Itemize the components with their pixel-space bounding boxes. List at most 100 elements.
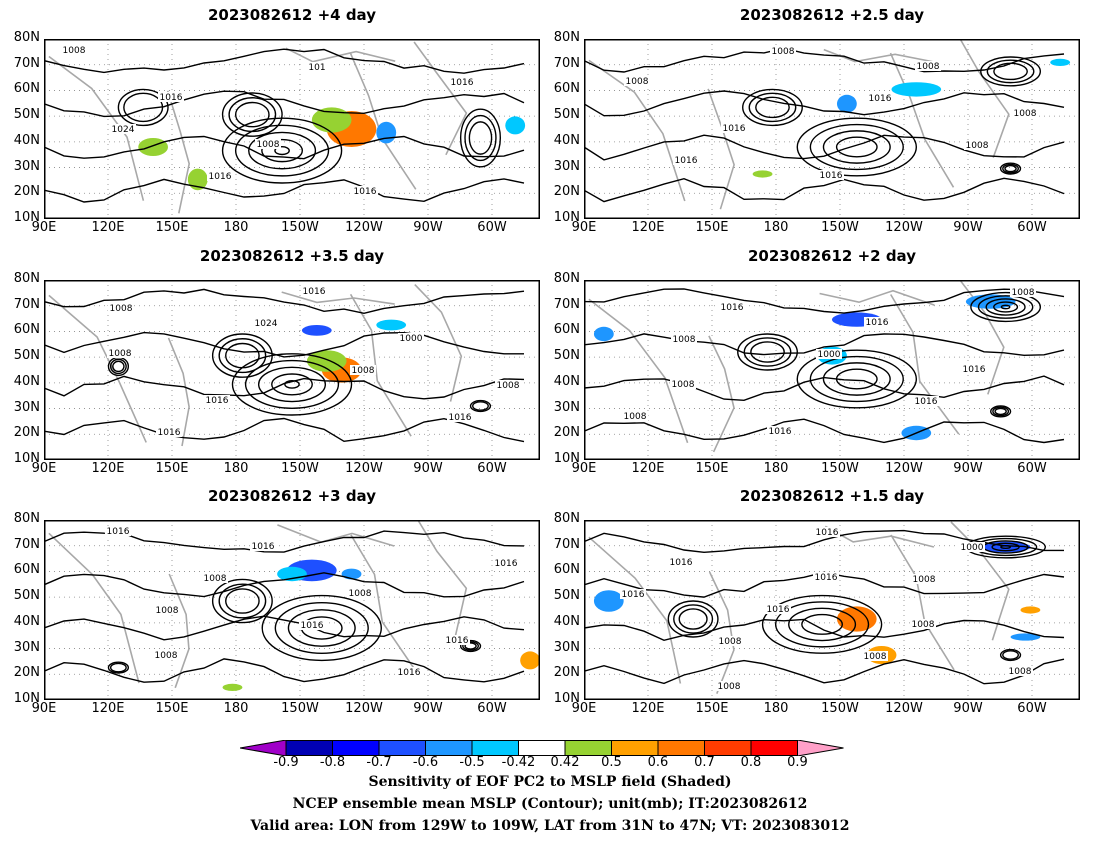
mslp-contour	[822, 130, 891, 164]
contour-label-bg	[250, 541, 276, 551]
coastline	[416, 520, 468, 638]
mslp-contour	[750, 341, 785, 363]
mslp-contour	[801, 613, 844, 635]
mslp-contour	[225, 588, 260, 614]
contour-label-bg	[299, 620, 325, 630]
mslp-contour	[44, 288, 525, 315]
contour-label: 1016	[820, 171, 843, 181]
mslp-contour	[788, 607, 857, 642]
contour-label-bg	[352, 186, 378, 196]
contour-label: 1008	[1014, 109, 1037, 119]
colorbar-box	[657, 740, 705, 756]
lat-tick-label: 20N	[13, 665, 40, 681]
mslp-contour	[994, 407, 1007, 416]
contour-label-bg	[347, 588, 373, 598]
lon-tick-label: 90W	[413, 220, 443, 235]
mslp-contour	[584, 658, 1065, 685]
colorbar-label: 0.8	[740, 755, 762, 770]
lat-tick-label: 20N	[13, 184, 40, 200]
panel-title: 2023082612 +3.5 day	[199, 247, 385, 265]
coastline	[285, 47, 396, 63]
mslp-contour	[261, 594, 382, 662]
mslp-contour	[211, 333, 273, 378]
map-frame: 1008 1016 1008 1016 1016 1008 1016 1016 1016 1008	[44, 520, 540, 700]
lon-tick-label: 60W	[477, 701, 507, 716]
mslp-contour	[991, 542, 1020, 552]
lon-tick-label: 120E	[631, 701, 665, 716]
contour-label-bg	[107, 348, 133, 358]
contour-label: 101	[308, 63, 325, 73]
contour-label: 1016	[769, 427, 792, 437]
contour-label: 1008	[912, 620, 935, 630]
mslp-contour	[584, 418, 1065, 444]
contour-label: 1016	[446, 636, 469, 646]
contour-label: 1016	[301, 621, 324, 631]
contour-label-bg	[154, 605, 180, 615]
contour-label: 1016	[721, 303, 744, 313]
sensitivity-shading	[1010, 633, 1041, 641]
contour-label-bg	[493, 558, 519, 568]
mslp-contour	[468, 121, 493, 155]
coastline	[48, 532, 140, 684]
lat-tick-label: 30N	[553, 639, 580, 655]
contour-label-bg	[770, 46, 796, 56]
lon-tick-label: 60W	[1017, 220, 1047, 235]
contour-label-bg	[717, 636, 743, 646]
colorbar-box	[518, 740, 566, 756]
contour-label-bg	[255, 139, 281, 149]
coastline	[890, 534, 955, 671]
lat-tick-label: 80N	[13, 511, 40, 526]
sensitivity-shading	[505, 116, 526, 135]
colorbar-label: 0.6	[647, 755, 669, 770]
contour-label-bg	[867, 93, 893, 103]
lat-tick-label: 70N	[553, 55, 580, 71]
contour-label: 1000	[400, 334, 423, 344]
mslp-contour	[44, 331, 524, 358]
colorbar-label: 0.7	[694, 755, 715, 770]
lat-tick-label: 50N	[553, 348, 580, 364]
lat-tick-label: 40N	[553, 132, 580, 148]
colorbar-label: -0.9	[273, 755, 299, 770]
lat-tick-label: 70N	[13, 536, 40, 552]
frame-border	[44, 39, 540, 219]
map-frame: 1008 1016 1016 1016 1008 1016 1000 1016 1008 1008	[584, 280, 1080, 460]
contour-label-bg	[910, 619, 936, 629]
contour-label-bg	[620, 589, 646, 599]
mslp-contour	[218, 583, 267, 619]
contour-label: 1008	[156, 606, 179, 616]
lon-tick-label: 90W	[413, 701, 443, 716]
mslp-contour	[835, 136, 878, 158]
contour-label: 1016	[107, 527, 130, 537]
sensitivity-shading	[222, 683, 243, 691]
contour-label: 1008	[109, 349, 132, 359]
colorbar-label: 0.9	[787, 755, 808, 770]
contour-label: 1024	[255, 319, 278, 329]
mslp-contour	[796, 117, 918, 177]
contour-label: 1008	[913, 575, 936, 585]
contour-label-bg	[911, 574, 937, 584]
frame-border	[584, 520, 1080, 700]
mslp-contour	[678, 608, 708, 630]
lat-tick-label: 70N	[13, 55, 40, 71]
contour-label-bg	[864, 317, 890, 327]
mslp-contour	[999, 162, 1022, 175]
contour-label-bg	[447, 412, 473, 422]
sensitivity-shading	[891, 82, 942, 97]
frame-border	[584, 280, 1080, 460]
colorbar-arrow-right	[797, 740, 844, 756]
mslp-contour	[584, 90, 1065, 117]
mslp-contour	[737, 333, 798, 371]
lon-tick-label: 90E	[31, 701, 57, 716]
sensitivity-shading	[836, 94, 857, 113]
lon-tick-label: 60W	[477, 220, 507, 235]
lon-tick-label: 60W	[1017, 701, 1047, 716]
contour-label: 1000	[961, 543, 984, 553]
sensitivity-shading	[1020, 606, 1041, 614]
contour-label-bg	[716, 681, 742, 691]
lon-tick-label: 150E	[695, 701, 729, 716]
contour-label-bg	[444, 635, 470, 645]
lat-tick-label: 10N	[13, 691, 40, 706]
mslp-contour	[986, 59, 1035, 84]
lon-tick-label: 120E	[91, 701, 125, 716]
colorbar-box	[332, 740, 380, 756]
